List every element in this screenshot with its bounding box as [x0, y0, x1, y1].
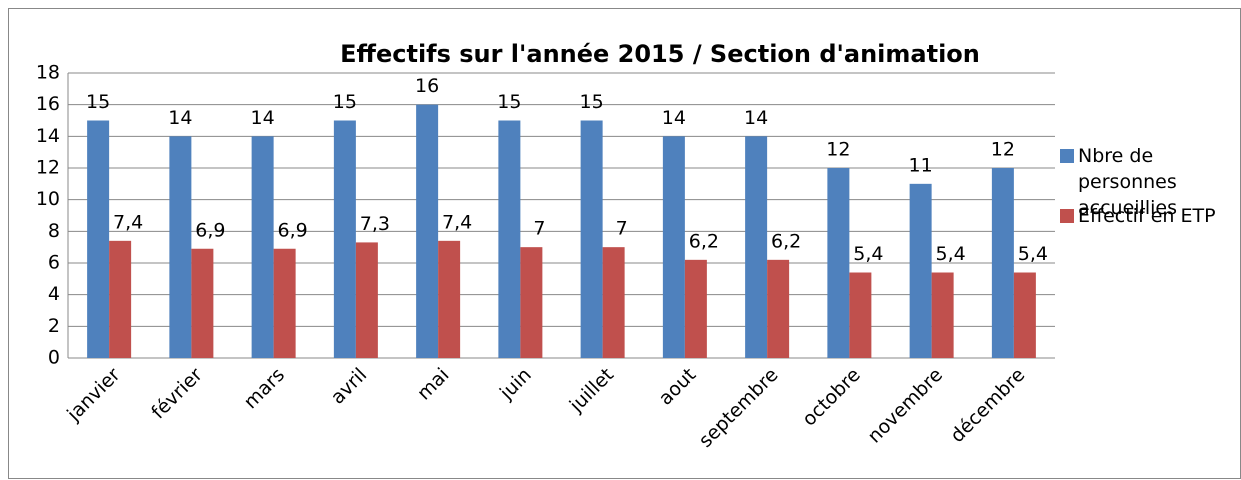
bar — [767, 259, 790, 358]
chart-title: Effectifs sur l'année 2015 / Section d'a… — [340, 40, 980, 68]
bar — [273, 248, 296, 358]
y-tick-label: 12 — [36, 157, 60, 179]
data-label: 5,4 — [936, 243, 966, 265]
x-tick-label: mai — [413, 364, 454, 405]
bar — [333, 120, 356, 358]
bar — [520, 247, 543, 358]
x-tick-label: mars — [240, 364, 289, 413]
bar — [602, 247, 625, 358]
bar — [87, 120, 110, 358]
bar — [827, 168, 850, 358]
x-tick-label: février — [147, 364, 207, 424]
data-label: 7 — [616, 218, 628, 240]
data-label: 12 — [991, 139, 1015, 161]
y-tick-label: 14 — [36, 125, 60, 147]
y-tick-label: 0 — [48, 347, 60, 369]
bar — [580, 120, 603, 358]
data-label: 14 — [168, 107, 192, 129]
y-tick-label: 8 — [48, 220, 60, 242]
bar — [684, 259, 707, 358]
bar — [931, 272, 954, 358]
data-label: 12 — [826, 139, 850, 161]
y-tick-label: 2 — [48, 315, 60, 337]
data-label: 14 — [251, 107, 275, 129]
data-label: 14 — [662, 107, 686, 129]
x-tick-label: décembre — [946, 364, 1029, 447]
data-label: 7 — [533, 218, 545, 240]
y-tick-label: 16 — [36, 93, 60, 115]
data-label: 7,3 — [360, 213, 390, 235]
y-tick-label: 18 — [36, 62, 60, 84]
x-tick-label: janvier — [62, 364, 124, 426]
data-label: 15 — [333, 91, 357, 113]
data-label: 15 — [86, 91, 110, 113]
data-label: 16 — [415, 75, 439, 97]
bar — [191, 248, 214, 358]
bar — [909, 183, 932, 358]
legend-item: Effectif en ETP — [1060, 203, 1240, 229]
data-label: 7,4 — [113, 211, 143, 233]
x-tick-label: octobre — [798, 364, 865, 431]
data-label: 7,4 — [442, 211, 472, 233]
data-label: 5,4 — [853, 243, 883, 265]
x-tick-label: avril — [327, 364, 372, 409]
bar — [438, 240, 461, 358]
x-tick-label: septembre — [695, 364, 783, 452]
bar — [1013, 272, 1036, 358]
x-tick-label: juin — [495, 364, 536, 405]
data-label: 6,2 — [771, 230, 801, 252]
data-label: 5,4 — [1018, 243, 1048, 265]
y-tick-label: 4 — [48, 283, 60, 305]
data-label: 6,9 — [195, 219, 225, 241]
bar — [169, 136, 192, 358]
bar — [849, 272, 872, 358]
bar — [251, 136, 274, 358]
legend-label: Nbre de personnes accueillies — [1078, 145, 1177, 219]
legend-label: Effectif en ETP — [1078, 205, 1216, 227]
bar — [355, 242, 378, 358]
legend-item: Nbre de personnes accueillies — [1060, 143, 1230, 221]
legend-swatch — [1060, 209, 1074, 223]
x-tick-label: aout — [655, 364, 701, 410]
data-label: 15 — [580, 91, 604, 113]
data-label: 14 — [744, 107, 768, 129]
x-tick-label: novembre — [863, 364, 947, 448]
x-tick-label: juillet — [565, 364, 618, 417]
data-label: 6,9 — [278, 219, 308, 241]
data-label: 15 — [497, 91, 521, 113]
y-tick-label: 10 — [36, 188, 60, 210]
data-label: 11 — [909, 154, 933, 176]
bar — [416, 104, 439, 359]
data-label: 6,2 — [689, 230, 719, 252]
legend-swatch — [1060, 149, 1074, 163]
bar — [662, 136, 685, 358]
chart-border — [8, 8, 1241, 479]
bar — [498, 120, 521, 358]
bar — [745, 136, 768, 358]
y-tick-label: 6 — [48, 252, 60, 274]
bar — [991, 168, 1014, 358]
bar — [109, 240, 132, 358]
